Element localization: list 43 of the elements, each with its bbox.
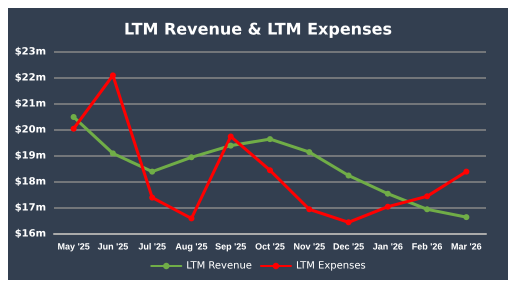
y-tick-label: $19m bbox=[14, 150, 46, 162]
x-tick-label: Nov '25 bbox=[293, 242, 326, 252]
point bbox=[188, 154, 194, 160]
legend-label: LTM Revenue bbox=[186, 260, 252, 272]
point bbox=[228, 134, 234, 140]
point bbox=[149, 194, 156, 201]
point bbox=[228, 142, 234, 149]
y-tick-label: $16m bbox=[14, 228, 46, 240]
x-tick-label: Jun '25 bbox=[98, 242, 128, 252]
chart-title: LTM Revenue & LTM Expenses bbox=[124, 20, 392, 38]
point bbox=[463, 168, 470, 175]
point bbox=[463, 214, 470, 220]
point bbox=[384, 204, 391, 210]
point bbox=[424, 206, 430, 212]
point bbox=[424, 193, 430, 200]
x-tick-label: Jan '26 bbox=[372, 242, 403, 252]
x-tick-label: Mar '26 bbox=[451, 242, 482, 252]
x-tick-label: Oct '25 bbox=[255, 242, 285, 252]
x-tick-label: Dec '25 bbox=[332, 242, 364, 252]
point bbox=[267, 136, 273, 142]
y-tick-label: $17m bbox=[14, 202, 46, 214]
x-tick-label: Aug '25 bbox=[175, 242, 208, 252]
y-tick-label: $21m bbox=[14, 98, 46, 110]
point bbox=[306, 149, 312, 156]
y-tick-label: $23m bbox=[14, 46, 46, 58]
x-tick-label: Jul '25 bbox=[138, 242, 166, 252]
point bbox=[267, 167, 273, 174]
point bbox=[70, 126, 77, 132]
point bbox=[110, 150, 116, 156]
x-tick-label: Feb '26 bbox=[412, 242, 442, 252]
x-tick-label: Sep '25 bbox=[215, 242, 246, 252]
point bbox=[384, 190, 391, 197]
y-tick-label: $18m bbox=[14, 176, 46, 188]
y-tick-label: $20m bbox=[14, 124, 46, 136]
x-tick-label: May '25 bbox=[58, 242, 90, 252]
point bbox=[346, 219, 352, 226]
point bbox=[70, 114, 77, 120]
point bbox=[149, 168, 156, 175]
point bbox=[346, 172, 352, 178]
legend-label: LTM Expenses bbox=[296, 260, 366, 272]
point bbox=[188, 215, 194, 222]
y-tick-label: $22m bbox=[14, 72, 46, 84]
point bbox=[306, 206, 312, 212]
